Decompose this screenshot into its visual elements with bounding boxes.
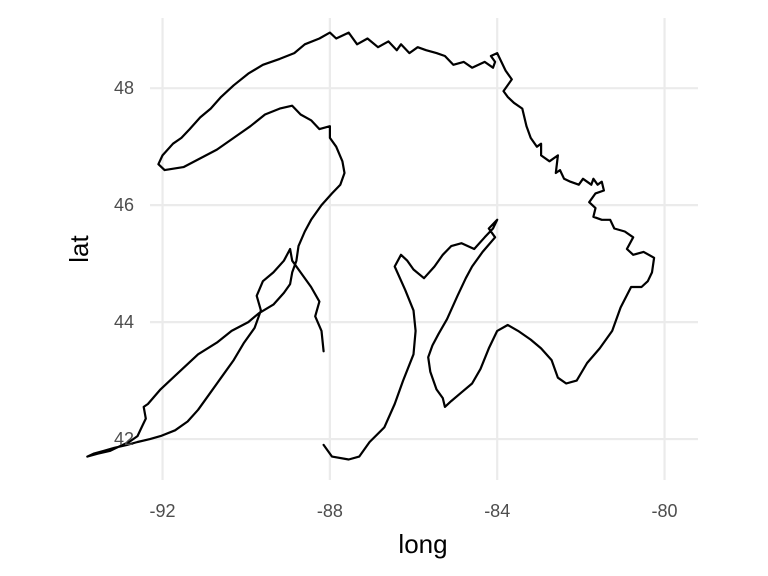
x-tick-label: -88 [317, 501, 343, 521]
x-axis-title: long [398, 529, 447, 559]
y-axis-title: lat [64, 234, 94, 262]
great-lakes-outline [86, 31, 656, 461]
lake-outline-layer [86, 31, 656, 461]
y-tick-label: 42 [114, 429, 134, 449]
x-axis-tick-labels: -92 -88 -84 -80 [150, 501, 678, 521]
y-tick-label: 48 [114, 78, 134, 98]
grid-lines [150, 18, 698, 480]
y-tick-label: 46 [114, 195, 134, 215]
y-tick-label: 44 [114, 312, 134, 332]
x-tick-label: -84 [484, 501, 510, 521]
y-axis-tick-labels: 42 44 46 48 [114, 78, 134, 449]
x-tick-label: -92 [150, 501, 176, 521]
x-tick-label: -80 [652, 501, 678, 521]
